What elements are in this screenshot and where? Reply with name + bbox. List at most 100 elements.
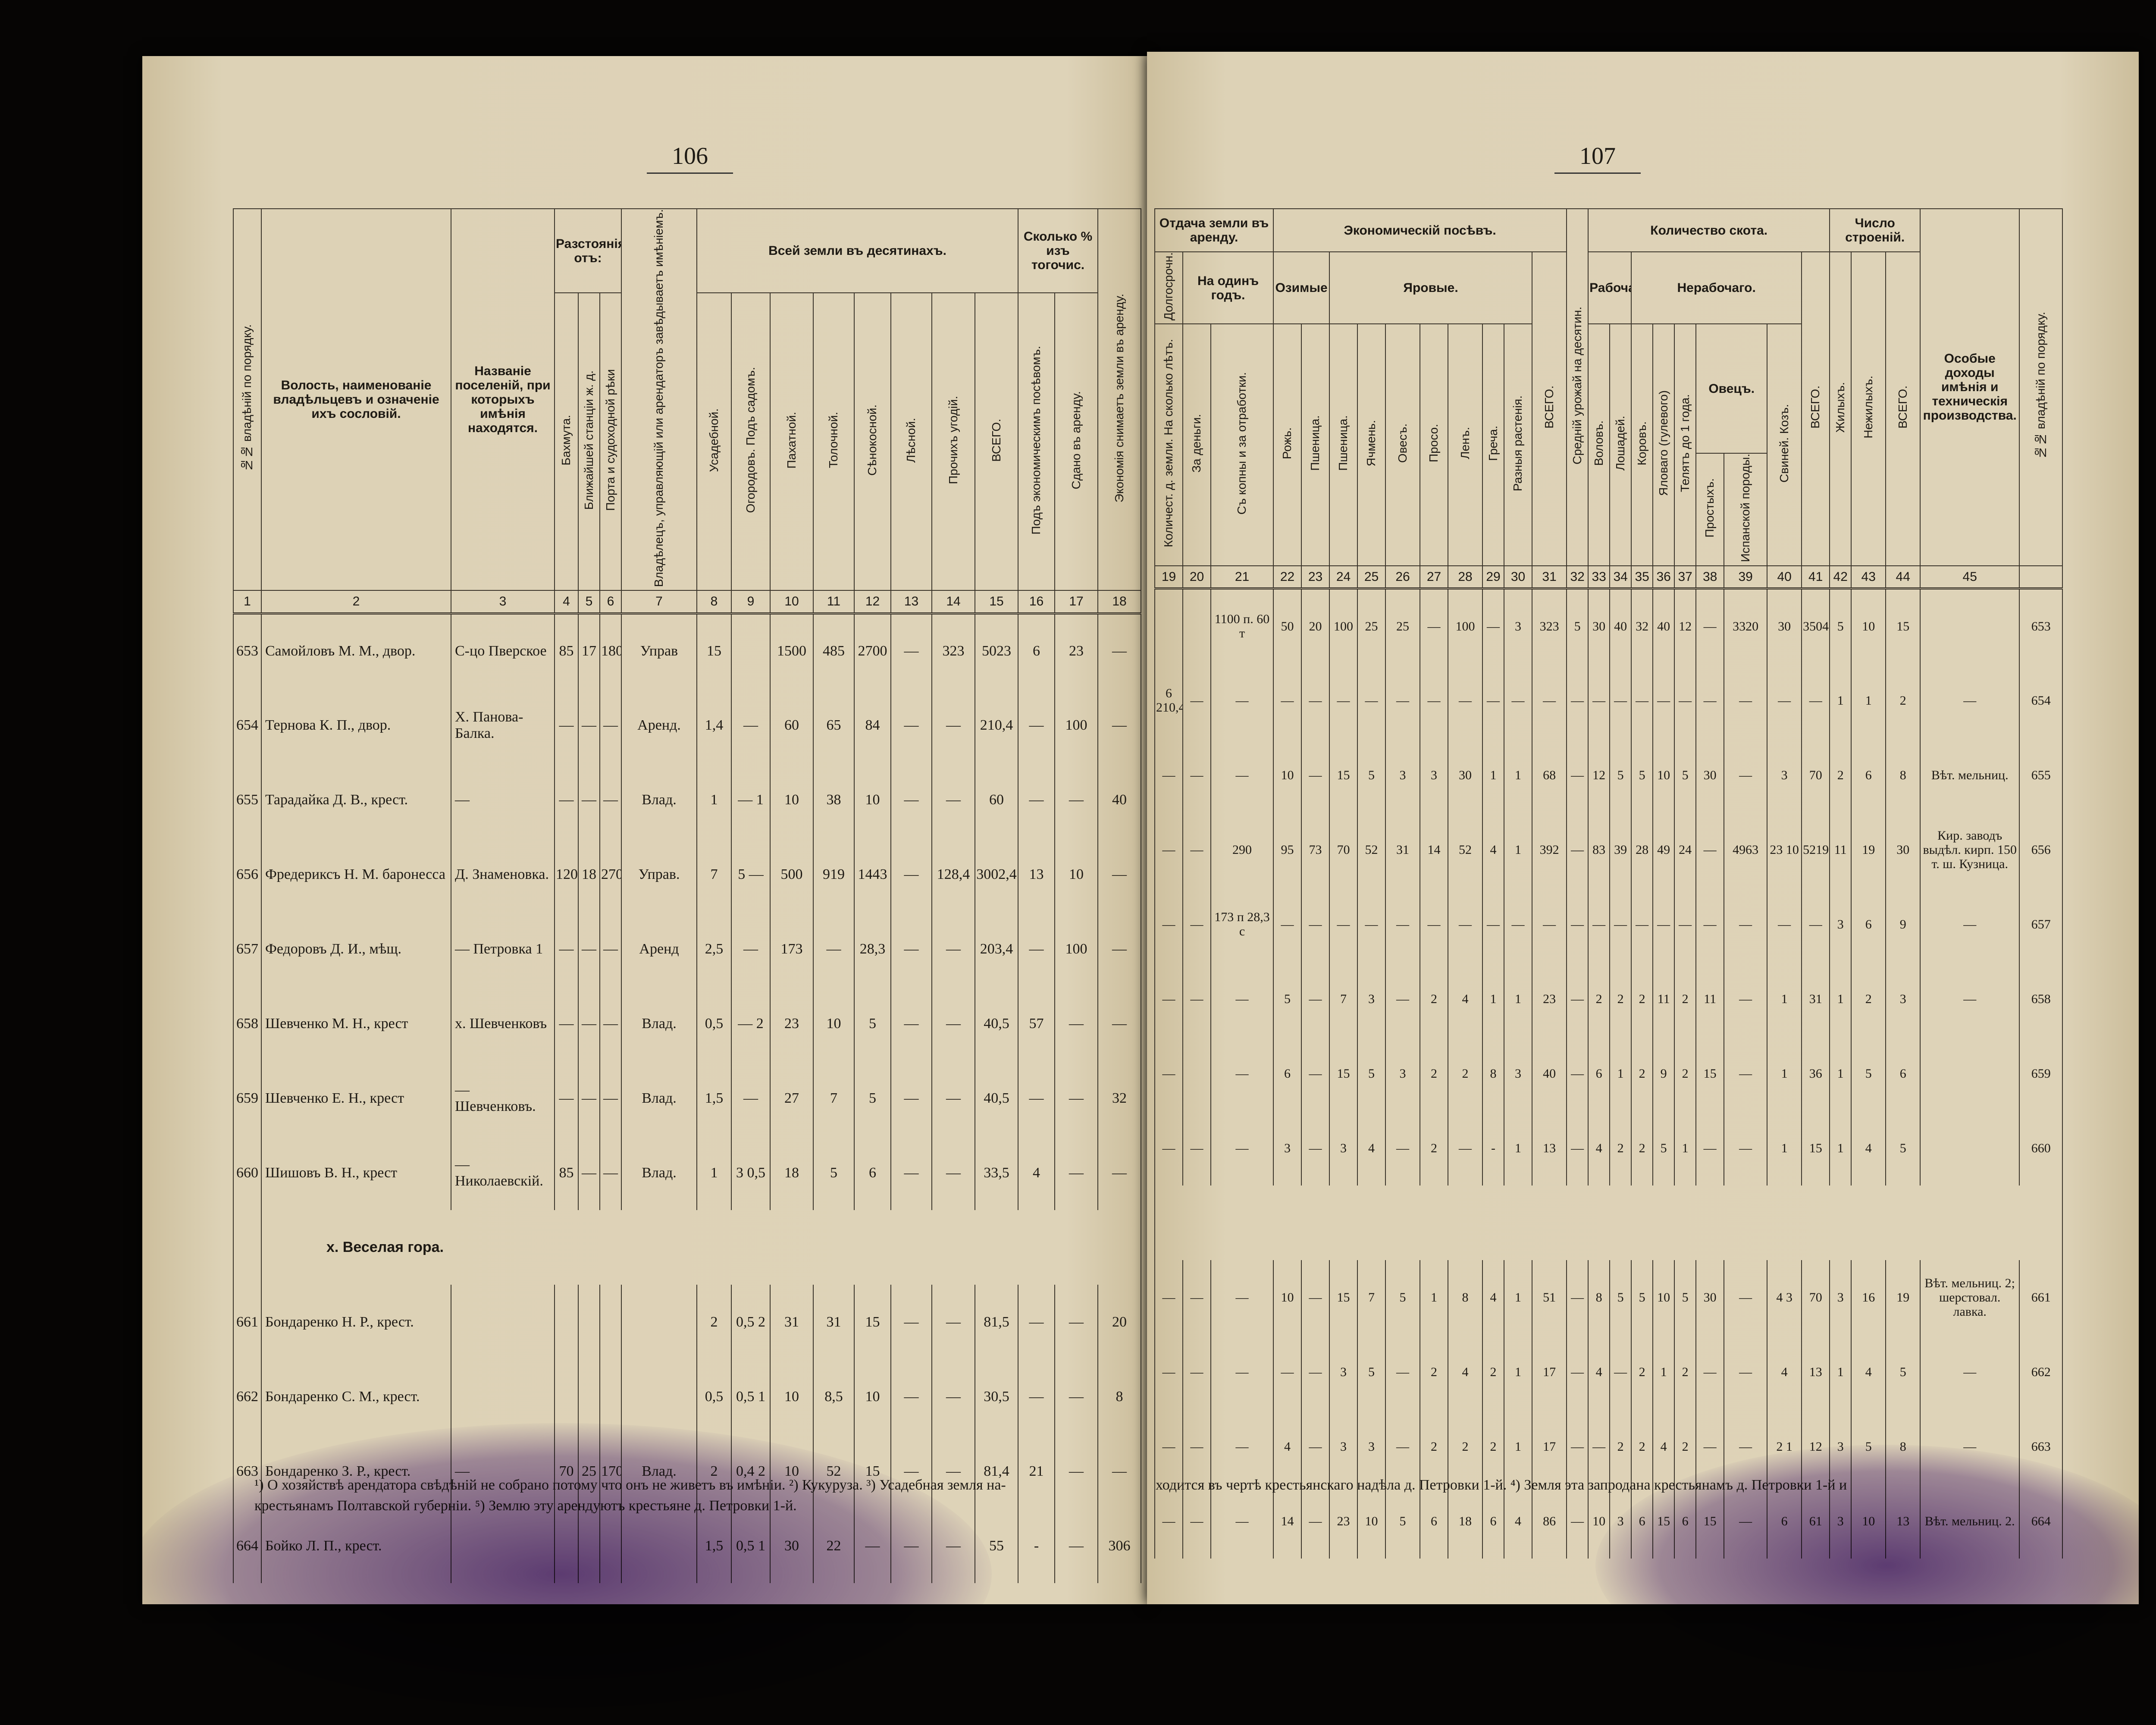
cell: [599, 1509, 622, 1584]
cell: Управ: [621, 613, 697, 688]
cell: —: [554, 1061, 579, 1136]
cell: — Николаевскій.: [451, 1135, 555, 1211]
cell: —: [1154, 887, 1183, 962]
cell: 5: [1652, 1110, 1675, 1186]
cell: —: [1920, 663, 2020, 738]
cell: [554, 1509, 579, 1584]
cell: —: [1566, 1036, 1589, 1111]
table-row: — — —10—15 5 3 3 30 1 1 68—12 5 5 10 5 30—3 70 2 6 8 Вѣт. м…: [1154, 737, 2063, 812]
cell: 2: [1609, 961, 1632, 1036]
cell: —: [1018, 1359, 1056, 1434]
column-number: 28: [1448, 565, 1483, 590]
cell: —: [1420, 588, 1449, 663]
cell: —: [578, 1135, 600, 1211]
table-row: 664 Бойко Л. П., крест. 1,5 0,5 1 30 22— — —55-…: [233, 1509, 1142, 1584]
cell: —: [1566, 1334, 1589, 1409]
cell: 5: [1674, 1260, 1697, 1335]
cell: —: [1301, 1260, 1330, 1335]
cell: —: [1724, 737, 1768, 812]
cell: 4: [1652, 1409, 1675, 1484]
cell: —: [890, 1359, 932, 1434]
cell: 10: [1357, 1484, 1386, 1559]
cell: —: [1054, 986, 1099, 1061]
cell: —: [1154, 1409, 1183, 1484]
cell: 4: [1448, 961, 1483, 1036]
cell: 0,5: [696, 986, 732, 1061]
cell: 57: [1018, 986, 1056, 1061]
cell: —: [1724, 1036, 1768, 1111]
table-row: 658 Шевченко М. Н., крест х. Шевченковъ — — —…: [233, 986, 1142, 1061]
cell: 27: [770, 1061, 814, 1136]
cell: 40: [1652, 588, 1675, 663]
cell: 653: [233, 613, 262, 688]
cell: 2: [1588, 961, 1611, 1036]
cell: 3: [1357, 961, 1386, 1036]
cell: —: [1385, 961, 1421, 1036]
cell: 95: [1273, 812, 1302, 887]
cell: — 1: [731, 762, 771, 837]
cell: 2: [1420, 1036, 1449, 1111]
cell: —: [1154, 1036, 1183, 1111]
header-label: Пшеница.: [1308, 415, 1322, 471]
cell: 5: [1674, 737, 1697, 812]
cell: —: [1210, 1036, 1274, 1111]
header-cell: Средній урожай на десятин.: [1566, 208, 1589, 566]
cell: 660: [233, 1135, 262, 1211]
cell: 10: [1652, 1260, 1675, 1335]
cell: 1: [1504, 1110, 1533, 1186]
cell: Управ.: [621, 837, 697, 912]
header-cell: Отдача земли въ аренду.: [1154, 208, 1274, 252]
cell: 23: [770, 986, 814, 1061]
cell: —: [1210, 663, 1274, 738]
header-label: Просо.: [1427, 424, 1441, 463]
cell: —: [890, 1061, 932, 1136]
cell: 655: [2019, 737, 2063, 812]
table-row: — —290 95 73 70 52 31 14 52 4 1 392—83 39 28 49 24—4963…: [1154, 812, 2063, 887]
cell: —: [1182, 1110, 1211, 1186]
cell: 85: [554, 613, 579, 688]
cell: 1: [1609, 1036, 1632, 1111]
cell: —: [1182, 737, 1211, 812]
header-cell: Съ копны и за отработки.: [1210, 323, 1274, 566]
cell: 2,5: [696, 912, 732, 987]
header-cell: Порта и судоходной рѣки: [599, 292, 622, 591]
cell: 31: [1385, 812, 1421, 887]
cell: Шевченко Е. Н., крест: [261, 1061, 451, 1136]
cell: 3504: [1801, 588, 1830, 663]
cell: [621, 1359, 697, 1434]
header-cell: Подъ экономическимъ посѣвомъ.: [1018, 292, 1056, 591]
cell: 20: [1097, 1285, 1142, 1360]
cell: 2: [1609, 1409, 1632, 1484]
cell: Бондаренко Н. Р., крест.: [261, 1285, 451, 1360]
cell: —: [1154, 1110, 1183, 1186]
cell: Тернова К. П., двор.: [261, 688, 451, 763]
cell: 664: [2019, 1484, 2063, 1559]
cell: Аренд.: [621, 688, 697, 763]
cell: 1: [1829, 1036, 1852, 1111]
cell: 11: [1652, 961, 1675, 1036]
cell: 5023: [974, 613, 1019, 688]
cell: 3: [1385, 737, 1421, 812]
column-number: 25: [1357, 565, 1386, 590]
cell: 1: [1767, 1036, 1802, 1111]
cell: 30: [1885, 812, 1921, 887]
cell: 5: [1851, 1409, 1887, 1484]
cell: 40: [1532, 1036, 1567, 1111]
header-cell: Особые доходы имѣнія и техническія произ…: [1920, 208, 2020, 566]
header-label: Коровъ.: [1635, 421, 1648, 465]
cell: —: [1182, 1260, 1211, 1335]
header-label: Сдано въ аренду.: [1069, 391, 1083, 489]
cell: 662: [233, 1359, 262, 1434]
cell: 10: [1851, 1484, 1887, 1559]
cell: 2: [1631, 1110, 1654, 1186]
cell: —: [1210, 1110, 1274, 1186]
footnote: ходится въ чертѣ крестьянскаго надѣла д.…: [1156, 1477, 1847, 1493]
cell: 2: [1448, 1409, 1483, 1484]
cell: —: [1097, 986, 1142, 1061]
header-label: Съ копны и за отработки.: [1235, 372, 1249, 514]
header-cell: Владѣлецъ, управляющій или арендаторъ за…: [621, 208, 697, 591]
header-label: Названіе поселеній, при которыхъ имѣнія …: [455, 364, 551, 436]
cell: —: [1695, 1334, 1725, 1409]
column-number: 13: [890, 590, 932, 615]
cell: —: [1097, 688, 1142, 763]
